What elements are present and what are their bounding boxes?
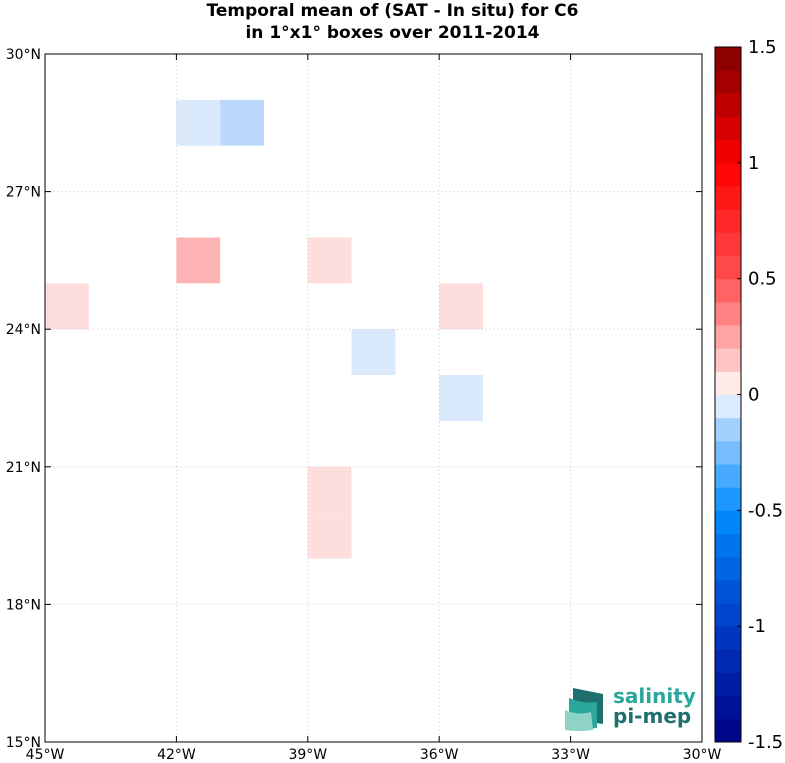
- data-box-6: [351, 329, 396, 376]
- colorbar-segment-14: [715, 394, 741, 419]
- colorbar-tick-label-5: -1: [748, 616, 766, 637]
- y-tick-label-1: 18°N: [6, 597, 41, 613]
- colorbar-segment-13: [715, 417, 741, 442]
- y-tick-label-3: 24°N: [6, 322, 41, 338]
- x-tick-label-3: 36°W: [420, 747, 459, 763]
- data-box-9: [307, 512, 352, 559]
- colorbar-segment-11: [715, 464, 741, 488]
- data-box-8: [307, 466, 352, 513]
- colorbar-segment-18: [715, 301, 741, 326]
- data-box-3: [307, 237, 352, 284]
- colorbar-segment-23: [715, 186, 741, 210]
- colorbar-segment-9: [715, 510, 741, 534]
- colorbar-segment-28: [715, 70, 741, 94]
- colorbar-tick-label-3: 0: [748, 385, 759, 406]
- colorbar-segment-6: [715, 579, 741, 604]
- colorbar-segment-8: [715, 533, 741, 558]
- colorbar-segment-3: [715, 649, 741, 673]
- y-tick-label-2: 21°N: [6, 460, 41, 476]
- chart-title: Temporal mean of (SAT - In situ) for C6 …: [0, 0, 785, 44]
- x-tick-label-4: 33°W: [551, 747, 590, 763]
- wave-logo-icon: [565, 688, 603, 731]
- map-frame: [44, 53, 703, 743]
- colorbar-tick-label-0: 1.5: [748, 37, 777, 58]
- x-tick-label-1: 42°W: [157, 747, 196, 763]
- data-box-5: [439, 283, 483, 330]
- y-axis-ticks: 15°N 18°N 21°N 24°N 27°N 30°N: [6, 47, 702, 751]
- colorbar-segment-10: [715, 487, 741, 511]
- colorbar-segment-29: [715, 47, 741, 71]
- data-box-4: [45, 283, 89, 330]
- colorbar-segment-26: [715, 116, 741, 141]
- colorbar-segment-21: [715, 232, 741, 256]
- colorbar-segment-15: [715, 371, 741, 395]
- colorbar-segment-19: [715, 278, 741, 303]
- x-tick-label-0: 45°W: [26, 747, 65, 763]
- x-tick-label-2: 39°W: [288, 747, 327, 763]
- colorbar-tick-label-6: -1.5: [748, 732, 783, 753]
- colorbar-segment-1: [715, 695, 741, 720]
- colorbar-segment-20: [715, 255, 741, 280]
- logo-text-pimep: pi-mep: [613, 704, 692, 728]
- logo-text-salinity: salinity: [613, 684, 696, 708]
- y-tick-label-4: 27°N: [6, 185, 41, 201]
- grid-lines: [44, 53, 703, 743]
- colorbar-ticks: 1.5 1 0.5 0 -0.5 -1 -1.5: [737, 37, 783, 753]
- colorbar-segment-27: [715, 93, 741, 117]
- x-axis-ticks: 45°W 42°W 39°W 36°W 33°W 30°W: [26, 54, 722, 763]
- colorbar: [714, 46, 742, 743]
- colorbar-segment-5: [715, 603, 741, 627]
- data-box-1: [220, 99, 264, 146]
- colorbar-segment-7: [715, 556, 741, 581]
- data-box-0: [176, 99, 221, 146]
- colorbar-segment-25: [715, 139, 741, 164]
- colorbar-tick-label-2: 0.5: [748, 269, 777, 290]
- colorbar-segment-0: [715, 718, 741, 743]
- data-box-2: [176, 237, 221, 284]
- colorbar-segment-17: [715, 325, 741, 349]
- x-tick-label-5: 30°W: [683, 747, 722, 763]
- colorbar-segment-22: [715, 209, 741, 233]
- colorbar-segment-4: [715, 626, 741, 650]
- colorbar-segment-12: [715, 440, 741, 465]
- data-box-7: [439, 375, 483, 421]
- colorbar-tick-label-1: 1: [748, 153, 759, 174]
- colorbar-tick-label-4: -0.5: [748, 500, 783, 521]
- y-tick-label-0: 15°N: [6, 735, 41, 751]
- y-tick-label-5: 30°N: [6, 47, 41, 63]
- colorbar-segment-16: [715, 348, 741, 372]
- colorbar-segment-2: [715, 672, 741, 697]
- chart-title-line2: in 1°x1° boxes over 2011-2014: [245, 23, 540, 43]
- chart-title-line1: Temporal mean of (SAT - In situ) for C6: [206, 1, 579, 21]
- data-boxes: [45, 99, 483, 559]
- salinity-pimep-logo: salinity pi-mep: [563, 684, 703, 732]
- colorbar-segment-24: [715, 162, 741, 187]
